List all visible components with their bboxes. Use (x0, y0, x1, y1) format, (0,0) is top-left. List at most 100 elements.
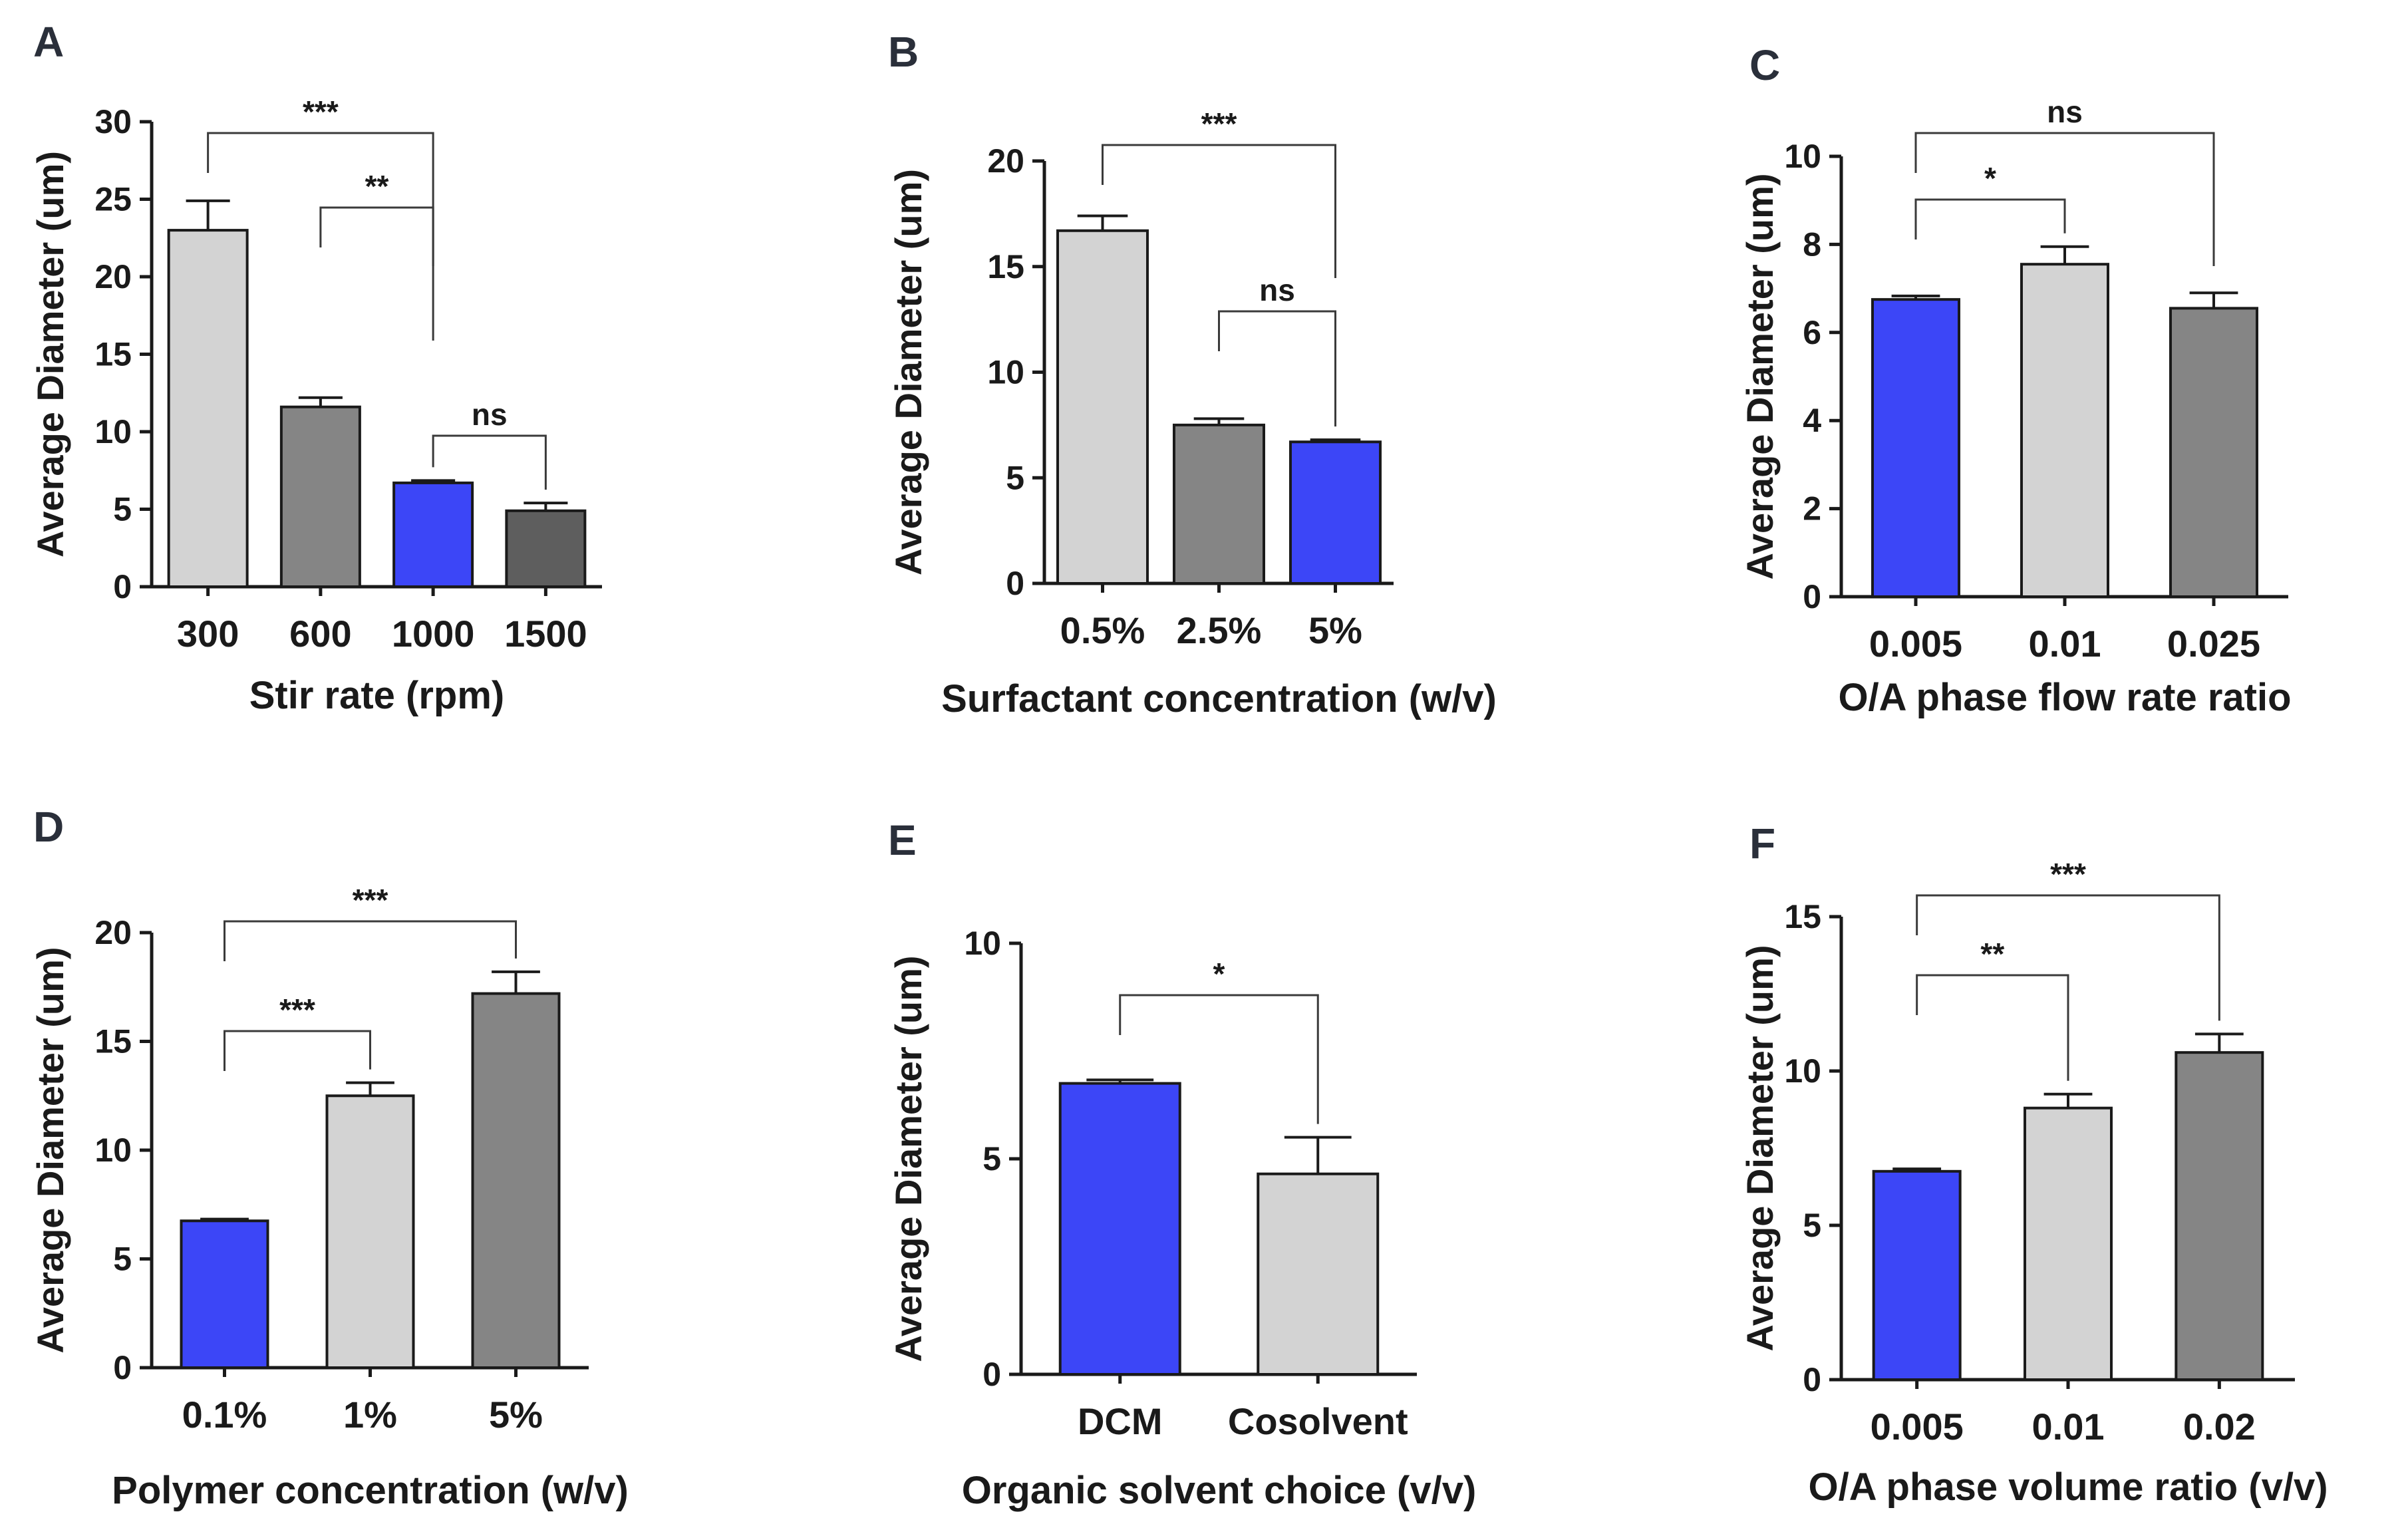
panel-c: C 0 2 4 6 8 10 0.005 0.01 0.025 * ns O/A phase flow … (1739, 41, 2292, 719)
x-tick-label: 2.5% (1177, 609, 1262, 651)
x-axis-label: Polymer concentration (w/v) (112, 1469, 629, 1512)
bar-300 (167, 229, 249, 589)
y-tick-label: 15 (94, 336, 132, 373)
y-tick-label: 5 (1006, 459, 1024, 496)
x-tick-label: 600 (289, 613, 351, 655)
y-tick-label: 5 (1803, 1207, 1821, 1244)
x-tick-label: 0.1% (182, 1394, 267, 1436)
y-tick-label: 0 (1803, 1361, 1821, 1398)
bar-1000 (392, 481, 474, 589)
significance-label: ** (1980, 937, 2004, 971)
bar-600 (279, 405, 361, 588)
y-axis-label: Average Diameter (um) (887, 955, 929, 1362)
significance-bracket (1119, 994, 1319, 1124)
significance-label: ns (1259, 273, 1295, 307)
y-tick-label: 0 (982, 1356, 1001, 1393)
bar-5% (471, 992, 561, 1370)
y-axis-label: Average Diameter (um) (1739, 945, 1781, 1351)
y-tick-label: 10 (987, 354, 1024, 391)
bar-5% (1289, 440, 1382, 585)
x-tick-label: 1% (343, 1394, 397, 1436)
panel-letter: D (33, 803, 64, 851)
panel-b: B 0 5 10 15 20 0.5% 2.5% 5% *** ns Surfactant conce… (887, 28, 1497, 720)
y-tick-label: 10 (1784, 138, 1821, 175)
significance-bracket (207, 132, 434, 266)
x-tick-label: 0.005 (1871, 1406, 1964, 1448)
x-tick-label: DCM (1078, 1400, 1163, 1442)
significance-label: *** (279, 993, 315, 1027)
y-tick-label: 5 (113, 1241, 132, 1278)
significance-bracket (1916, 894, 2220, 1021)
panel-letter: C (1749, 41, 1780, 89)
x-axis-label: Stir rate (rpm) (249, 674, 505, 717)
y-axis-label: Average Diameter (um) (887, 169, 929, 575)
bar-1% (325, 1094, 415, 1369)
significance-label: ** (365, 169, 389, 204)
y-tick-label: 8 (1803, 226, 1821, 263)
x-tick-label: Cosolvent (1228, 1400, 1408, 1442)
y-tick-label: 10 (94, 1132, 132, 1169)
bar-0.02 (2175, 1051, 2264, 1382)
x-tick-label: 0.025 (2167, 623, 2260, 665)
y-axis-label: Average Diameter (um) (1739, 173, 1781, 579)
significance-label: *** (353, 883, 388, 917)
bar-Cosolvent (1257, 1172, 1380, 1376)
bar-0.1% (180, 1219, 269, 1370)
y-tick-label: 20 (94, 914, 132, 951)
significance-label: * (1213, 957, 1225, 991)
significance-bracket (224, 920, 517, 961)
panel-letter: E (888, 816, 917, 864)
panel-letter: B (888, 28, 919, 76)
y-tick-label: 20 (987, 142, 1024, 180)
significance-bracket (1914, 198, 2066, 239)
x-tick-label: 300 (177, 613, 239, 655)
significance-label: *** (1201, 106, 1237, 141)
y-tick-label: 10 (94, 413, 132, 450)
bar-0.005 (1871, 298, 1960, 598)
panel-letter: A (33, 18, 64, 66)
x-tick-label: 5% (489, 1394, 543, 1436)
significance-label: *** (2050, 857, 2086, 891)
significance-bracket (319, 206, 434, 341)
x-tick-label: 0.01 (2032, 1406, 2105, 1448)
y-tick-label: 0 (1006, 565, 1024, 602)
y-tick-label: 5 (113, 491, 132, 528)
y-tick-label: 0 (1803, 578, 1821, 615)
significance-bracket (1218, 310, 1336, 427)
panel-letter: F (1749, 820, 1775, 867)
bar-0.01 (2020, 263, 2109, 598)
bar-0.5% (1056, 229, 1149, 585)
y-tick-label: 10 (964, 925, 1001, 962)
y-tick-label: 15 (987, 248, 1024, 285)
x-axis-label: Organic solvent choice (v/v) (962, 1469, 1477, 1512)
significance-label: ns (472, 397, 508, 432)
y-tick-label: 2 (1803, 490, 1821, 528)
bar-0.01 (2024, 1106, 2113, 1382)
significance-label: *** (303, 94, 339, 129)
significance-bracket (224, 1030, 371, 1071)
y-tick-label: 25 (94, 181, 132, 218)
y-tick-label: 0 (113, 1349, 132, 1386)
y-tick-label: 6 (1803, 314, 1821, 351)
x-tick-label: 0.01 (2029, 623, 2101, 665)
bar-0.025 (2169, 307, 2258, 598)
significance-bracket (1914, 132, 2215, 266)
y-tick-label: 20 (94, 258, 132, 295)
panel-d: D 0 5 10 15 20 0.1% 1% 5% *** *** Polymer concentra… (29, 803, 629, 1512)
significance-bracket (1102, 144, 1336, 278)
y-tick-label: 10 (1784, 1052, 1821, 1090)
x-tick-label: 0.02 (2183, 1406, 2256, 1448)
bar-DCM (1058, 1082, 1181, 1376)
y-axis-label: Average Diameter (um) (29, 947, 71, 1353)
x-axis-label: O/A phase flow rate ratio (1838, 676, 2291, 719)
y-tick-label: 5 (982, 1140, 1001, 1177)
bar-1500 (505, 509, 587, 589)
y-tick-label: 15 (1784, 898, 1821, 935)
x-axis-label: Surfactant concentration (w/v) (941, 677, 1497, 720)
y-tick-label: 0 (113, 568, 132, 605)
bar-2.5% (1173, 423, 1265, 585)
significance-label: * (1984, 161, 1996, 196)
